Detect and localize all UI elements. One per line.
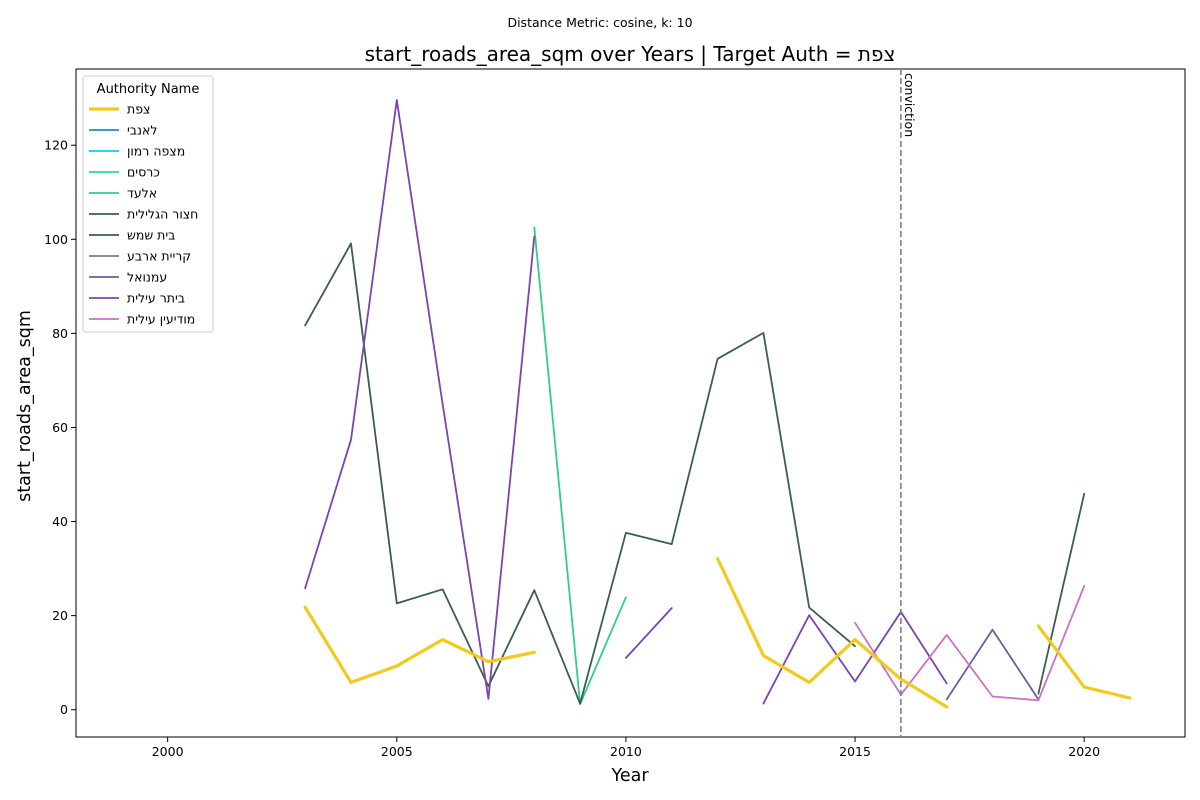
x-tick-label: 2020 — [1068, 744, 1100, 759]
legend-label: חצור הגלילית — [127, 207, 198, 222]
legend-title: Authority Name — [97, 82, 200, 97]
legend-frame — [82, 75, 214, 333]
series-8-line — [945, 628, 1040, 701]
legend-label: מצפה רמון — [127, 144, 185, 159]
y-axis: 0 20 40 60 80 100 120 — [44, 138, 76, 717]
series-6-line — [304, 242, 1086, 705]
y-tick-label: 40 — [52, 514, 68, 529]
legend-label: כרסים — [127, 165, 160, 180]
x-tick-label: 2005 — [381, 744, 413, 759]
legend-label: מודיעין עילית — [127, 312, 195, 327]
series-4-line — [533, 226, 627, 705]
y-axis-label: start_roads_area_sqm — [15, 310, 35, 502]
plot-area — [75, 68, 1186, 738]
series-9-line — [304, 99, 948, 705]
legend-label: עמנואל — [127, 270, 167, 285]
x-tick-label: 2010 — [610, 744, 642, 759]
legend-label: קריית ארבע — [127, 249, 191, 264]
conviction-label: conviction — [902, 73, 917, 137]
plot-frame — [75, 68, 1186, 738]
y-tick-label: 100 — [44, 232, 68, 247]
legend: Authority Name צפת לאנבי מצפה רמון כרסים אלע… — [82, 75, 214, 333]
x-tick-label: 2000 — [152, 744, 184, 759]
y-tick-label: 60 — [52, 420, 68, 435]
series-layer — [303, 99, 1132, 709]
y-tick-label: 80 — [52, 326, 68, 341]
legend-label: ביתר עילית — [127, 291, 185, 306]
legend-label: אלעד — [127, 186, 157, 201]
chart-suptitle: Distance Metric: cosine, k: 10 — [507, 15, 692, 30]
legend-items: צפת לאנבי מצפה רמון כרסים אלעד חצור הגלילית בי… — [89, 102, 198, 327]
x-axis: 2000 2005 2010 2015 2020 — [152, 737, 1100, 759]
chart-title: start_roads_area_sqm over Years | Target… — [365, 42, 896, 66]
legend-label: בית שמש — [127, 228, 175, 243]
y-tick-label: 120 — [44, 138, 68, 153]
legend-label: צפת — [127, 102, 150, 117]
annotation-layer: conviction — [900, 69, 917, 737]
series-10-line — [854, 585, 1086, 702]
y-tick-label: 20 — [52, 608, 68, 623]
x-tick-label: 2015 — [839, 744, 871, 759]
series-0-line — [303, 557, 1132, 709]
y-tick-label: 0 — [60, 702, 68, 717]
x-axis-label: Year — [610, 766, 649, 786]
legend-label: לאנבי — [127, 123, 158, 138]
